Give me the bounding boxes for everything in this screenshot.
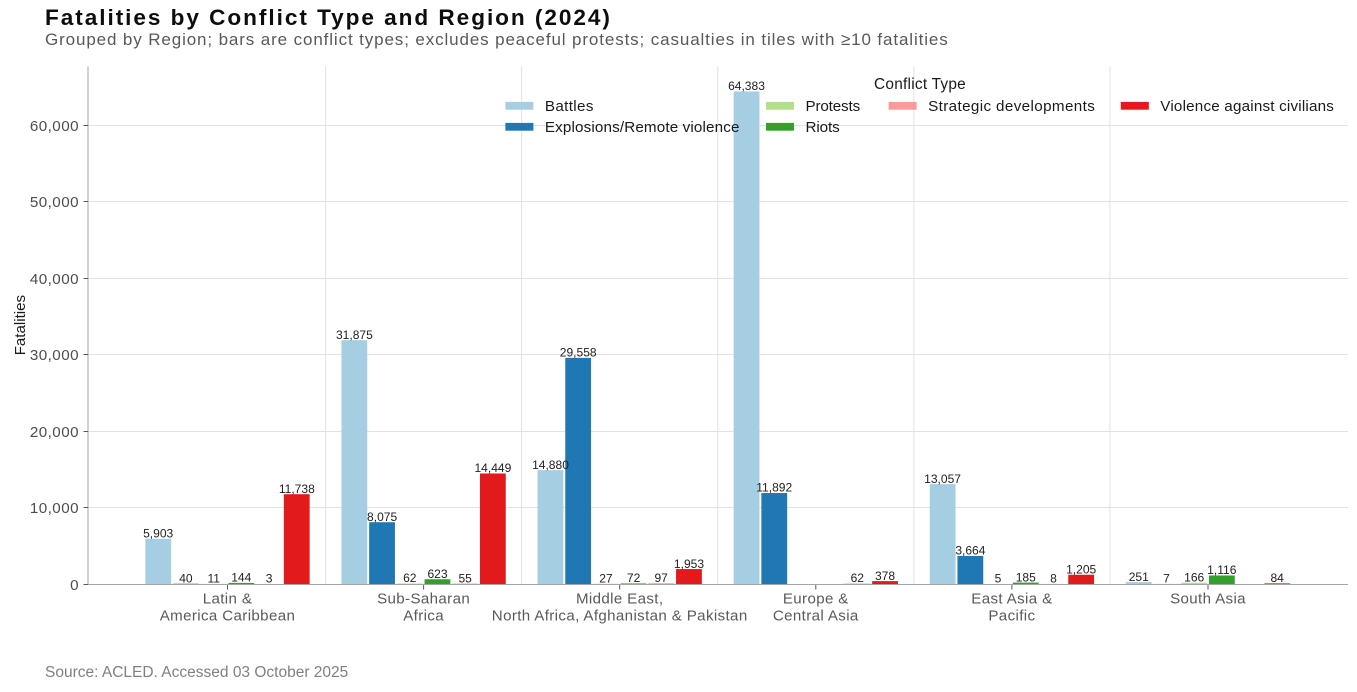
svg-text:8: 8 [1050, 572, 1057, 586]
svg-text:Protests: Protests [806, 98, 861, 115]
svg-text:20,000: 20,000 [30, 424, 79, 441]
svg-text:11: 11 [207, 572, 220, 586]
svg-text:64,383: 64,383 [728, 79, 765, 93]
svg-text:Strategic developments: Strategic developments [928, 98, 1095, 115]
svg-text:7: 7 [1163, 572, 1170, 586]
svg-text:Explosions/Remote violence: Explosions/Remote violence [545, 119, 740, 136]
svg-text:10,000: 10,000 [30, 500, 79, 517]
svg-text:166: 166 [1184, 570, 1204, 584]
svg-text:Conflict Type: Conflict Type [874, 76, 966, 93]
svg-text:Fatalities: Fatalities [12, 295, 29, 355]
svg-text:Africa: Africa [403, 608, 444, 625]
svg-text:Riots: Riots [806, 119, 841, 136]
svg-text:97: 97 [654, 571, 668, 585]
svg-text:5: 5 [995, 572, 1002, 586]
svg-text:84: 84 [1270, 571, 1284, 585]
svg-text:30,000: 30,000 [30, 347, 79, 364]
svg-text:50,000: 50,000 [30, 194, 79, 211]
svg-text:North Africa, Afghanistan & Pa: North Africa, Afghanistan & Pakistan [492, 608, 748, 625]
svg-text:1,953: 1,953 [674, 557, 704, 571]
svg-text:1,205: 1,205 [1066, 563, 1096, 577]
svg-text:3: 3 [266, 572, 273, 586]
svg-text:27: 27 [599, 572, 613, 586]
svg-text:62: 62 [851, 571, 865, 585]
svg-text:Sub-Saharan: Sub-Saharan [377, 591, 470, 608]
svg-text:Central Asia: Central Asia [773, 608, 859, 625]
svg-text:251: 251 [1129, 570, 1149, 584]
svg-text:Violence against civilians: Violence against civilians [1160, 98, 1334, 115]
svg-text:623: 623 [427, 567, 447, 581]
svg-text:11,738: 11,738 [279, 482, 315, 496]
svg-text:62: 62 [403, 571, 417, 585]
svg-text:11,892: 11,892 [756, 481, 792, 495]
svg-text:144: 144 [231, 571, 251, 585]
svg-text:Europe &: Europe & [783, 591, 849, 608]
svg-text:55: 55 [458, 571, 472, 585]
svg-text:29,558: 29,558 [560, 346, 597, 360]
svg-text:40,000: 40,000 [30, 271, 79, 288]
svg-text:185: 185 [1016, 570, 1036, 584]
svg-text:Middle East,: Middle East, [576, 591, 664, 608]
svg-text:31,875: 31,875 [336, 328, 373, 342]
svg-text:1,116: 1,116 [1207, 563, 1237, 577]
svg-text:378: 378 [875, 569, 895, 583]
svg-text:72: 72 [627, 571, 641, 585]
svg-text:14,880: 14,880 [532, 458, 569, 472]
svg-text:America Caribbean: America Caribbean [160, 608, 296, 625]
svg-text:South Asia: South Asia [1170, 591, 1246, 608]
svg-text:Latin &: Latin & [203, 591, 253, 608]
svg-text:3,664: 3,664 [955, 544, 985, 558]
svg-text:8,075: 8,075 [367, 510, 397, 524]
svg-text:Battles: Battles [545, 98, 594, 115]
svg-text:0: 0 [70, 577, 79, 594]
svg-text:14,449: 14,449 [474, 461, 511, 475]
svg-text:5,903: 5,903 [143, 527, 173, 541]
svg-text:East Asia &: East Asia & [971, 591, 1052, 608]
svg-text:40: 40 [179, 571, 193, 585]
svg-text:13,057: 13,057 [924, 472, 961, 486]
svg-text:Pacific: Pacific [988, 608, 1035, 625]
svg-text:60,000: 60,000 [30, 118, 79, 135]
